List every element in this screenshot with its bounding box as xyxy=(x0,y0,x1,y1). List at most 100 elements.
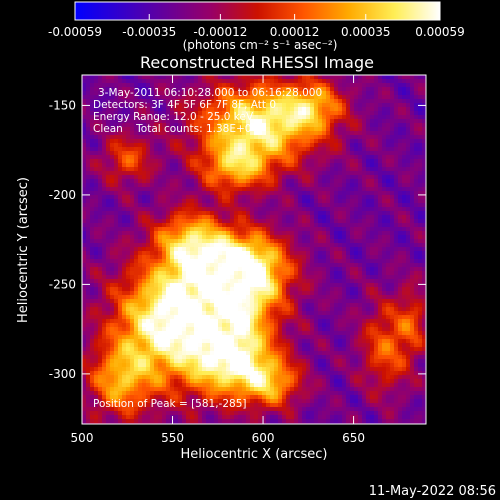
heatmap-cell xyxy=(130,415,134,419)
heatmap-cell xyxy=(230,387,234,391)
heatmap-cell xyxy=(186,319,190,323)
heatmap-cell xyxy=(250,375,254,379)
heatmap-cell xyxy=(178,343,182,347)
heatmap-cell xyxy=(134,227,138,231)
heatmap-cell xyxy=(238,275,242,279)
heatmap-cell xyxy=(302,207,306,211)
heatmap-cell xyxy=(162,199,166,203)
heatmap-cell xyxy=(106,327,110,331)
heatmap-cell xyxy=(158,383,162,387)
heatmap-cell xyxy=(234,263,238,267)
heatmap-cell xyxy=(298,375,302,379)
heatmap-cell xyxy=(146,311,150,315)
heatmap-cell xyxy=(186,387,190,391)
heatmap-cell xyxy=(234,311,238,315)
heatmap-cell xyxy=(138,219,142,223)
heatmap-cell xyxy=(206,255,210,259)
heatmap-cell xyxy=(210,155,214,159)
heatmap-cell xyxy=(154,335,158,339)
heatmap-cell xyxy=(242,119,246,123)
heatmap-cell xyxy=(122,295,126,299)
heatmap-cell xyxy=(98,403,102,407)
heatmap-cell xyxy=(222,279,226,283)
heatmap-cell xyxy=(294,323,298,327)
heatmap-cell xyxy=(234,347,238,351)
heatmap-cell xyxy=(286,259,290,263)
heatmap-cell xyxy=(86,223,90,227)
heatmap-cell xyxy=(266,275,270,279)
heatmap-cell xyxy=(154,91,158,95)
heatmap-cell xyxy=(254,343,258,347)
heatmap-cell xyxy=(142,127,146,131)
heatmap-cell xyxy=(278,319,282,323)
heatmap-cell xyxy=(122,267,126,271)
heatmap-cell xyxy=(86,387,90,391)
heatmap-cell xyxy=(298,99,302,103)
heatmap-cell xyxy=(166,407,170,411)
heatmap-cell xyxy=(290,407,294,411)
heatmap-cell xyxy=(242,127,246,131)
heatmap-cell xyxy=(166,399,170,403)
heatmap-cell xyxy=(150,351,154,355)
heatmap-cell xyxy=(294,311,298,315)
heatmap-cell xyxy=(90,243,94,247)
heatmap-cell xyxy=(242,223,246,227)
heatmap-cell xyxy=(170,355,174,359)
heatmap-cell xyxy=(258,127,262,131)
heatmap-cell xyxy=(230,159,234,163)
heatmap-cell xyxy=(218,75,222,79)
heatmap-cell xyxy=(194,87,198,91)
heatmap-cell xyxy=(142,331,146,335)
heatmap-cell xyxy=(142,179,146,183)
heatmap-cell xyxy=(298,339,302,343)
heatmap-cell xyxy=(138,287,142,291)
heatmap-cell xyxy=(110,119,114,123)
heatmap-cell xyxy=(242,375,246,379)
heatmap-cell xyxy=(270,347,274,351)
heatmap-cell xyxy=(86,147,90,151)
heatmap-cell xyxy=(210,287,214,291)
heatmap-cell xyxy=(146,379,150,383)
heatmap-cell xyxy=(166,91,170,95)
heatmap-cell xyxy=(186,287,190,291)
heatmap-cell xyxy=(174,247,178,251)
heatmap-cell xyxy=(154,307,158,311)
heatmap-cell xyxy=(254,147,258,151)
heatmap-cell xyxy=(106,215,110,219)
heatmap-cell xyxy=(294,95,298,99)
heatmap-cell xyxy=(274,387,278,391)
heatmap-cell xyxy=(226,115,230,119)
heatmap-cell xyxy=(158,155,162,159)
heatmap-cell xyxy=(250,75,254,79)
heatmap-cell xyxy=(102,239,106,243)
heatmap-cell xyxy=(162,283,166,287)
heatmap-cell xyxy=(206,91,210,95)
heatmap-cell xyxy=(150,255,154,259)
heatmap-cell xyxy=(134,411,138,415)
heatmap-cell xyxy=(206,79,210,83)
heatmap-cell xyxy=(94,311,98,315)
heatmap-cell xyxy=(246,327,250,331)
heatmap-cell xyxy=(214,207,218,211)
heatmap-cell xyxy=(226,167,230,171)
heatmap-cell xyxy=(298,343,302,347)
heatmap-cell xyxy=(186,303,190,307)
heatmap-cell xyxy=(82,143,86,147)
heatmap-cell xyxy=(154,379,158,383)
heatmap-cell xyxy=(262,115,266,119)
heatmap-cell xyxy=(182,307,186,311)
heatmap-cell xyxy=(146,243,150,247)
heatmap-cell xyxy=(118,303,122,307)
heatmap-cell xyxy=(214,323,218,327)
heatmap-cell xyxy=(278,299,282,303)
heatmap-cell xyxy=(238,259,242,263)
heatmap-cell xyxy=(122,395,126,399)
heatmap-cell xyxy=(154,83,158,87)
heatmap-cell xyxy=(106,203,110,207)
heatmap-cell xyxy=(138,343,142,347)
heatmap-cell xyxy=(294,407,298,411)
heatmap-cell xyxy=(202,147,206,151)
heatmap-cell xyxy=(166,107,170,111)
heatmap-cell xyxy=(126,339,130,343)
heatmap-cell xyxy=(142,399,146,403)
